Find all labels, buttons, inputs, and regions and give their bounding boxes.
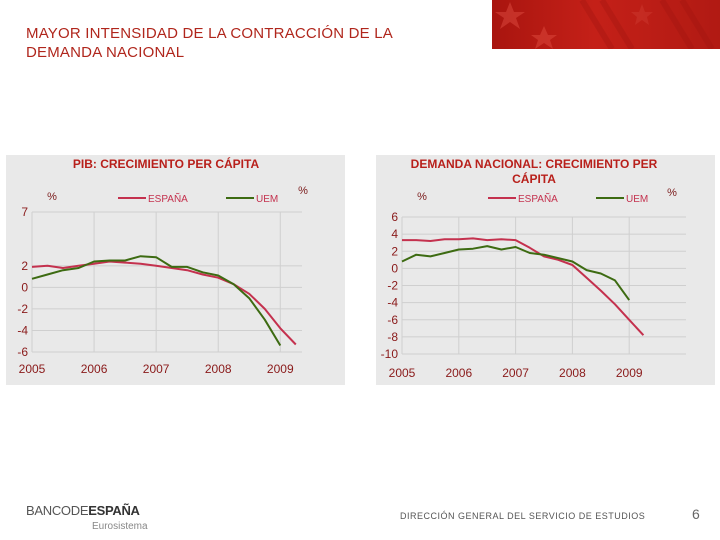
footer-department: DIRECCIÓN GENERAL DEL SERVICIO DE ESTUDI… <box>400 511 646 521</box>
chart-demanda: DEMANDA NACIONAL: CRECIMIENTO PERCÁPITA%… <box>381 157 686 380</box>
y-tick-label: -4 <box>17 323 28 337</box>
y-tick-label: 7 <box>21 205 28 219</box>
series-line-espana <box>402 237 645 336</box>
banco-de-espana-logo: BANCODEESPAÑA <box>26 503 140 518</box>
x-tick-label: 2009 <box>267 362 294 376</box>
y-tick-label: -6 <box>17 345 28 359</box>
y-axis-unit-label: % <box>47 191 57 203</box>
x-tick-label: 2008 <box>205 362 232 376</box>
x-tick-label: 2006 <box>445 366 472 380</box>
chart-title-line: CÁPITA <box>512 171 556 186</box>
legend-label: ESPAÑA <box>518 192 558 205</box>
y-tick-label: 2 <box>391 244 398 258</box>
chart-pib: PIB: CRECIMIENTO PER CÁPITA% % ESPAÑA UEM 7 2… <box>17 156 308 376</box>
slide-title: MAYOR INTENSIDAD DE LA CONTRACCIÓN DE LA… <box>26 25 393 61</box>
star-pattern-icon <box>495 0 715 49</box>
chart-panel-pib: PIB: CRECIMIENTO PER CÁPITA%% ESPAÑA UEM 7 2… <box>6 155 345 385</box>
chart-panel-demanda: DEMANDA NACIONAL: CRECIMIENTO PER CÁPITA%… <box>376 155 715 385</box>
chart-title-line: DEMANDA NACIONAL: CRECIMIENTO PER <box>411 157 658 171</box>
x-tick-label: 2007 <box>502 366 529 380</box>
series-line-espana <box>31 260 297 346</box>
y-tick-label: -4 <box>387 296 398 310</box>
y-tick-label: 2 <box>21 259 28 273</box>
page-number: 6 <box>692 506 700 522</box>
x-tick-label: 2007 <box>143 362 170 376</box>
y-tick-label: -2 <box>387 279 398 293</box>
y-tick-label: 6 <box>391 210 398 224</box>
logo-text-part2: ESPAÑA <box>88 503 140 518</box>
x-tick-label: 2005 <box>19 362 46 376</box>
series-line-uem <box>31 255 282 347</box>
legend-label: ESPAÑA <box>148 192 188 205</box>
logo-subtitle: Eurosistema <box>92 521 148 532</box>
legend-label: UEM <box>256 194 278 205</box>
series-line-uem <box>401 245 631 301</box>
y-tick-label: -6 <box>387 313 398 327</box>
y-axis-unit-label-right: % <box>667 187 677 199</box>
chart-title-line: PIB: CRECIMIENTO PER CÁPITA <box>73 156 260 171</box>
y-tick-label: 4 <box>391 227 398 241</box>
y-axis-unit-label-right: % <box>298 185 308 197</box>
y-tick-label: -10 <box>381 347 399 361</box>
y-axis-unit-label: % <box>417 191 427 203</box>
x-tick-label: 2005 <box>389 366 416 380</box>
x-tick-label: 2009 <box>616 366 643 380</box>
logo-text-part1: BANCODE <box>26 503 89 518</box>
y-tick-label: -8 <box>387 330 398 344</box>
legend-label: UEM <box>626 194 648 205</box>
y-tick-label: 0 <box>391 261 398 275</box>
y-tick-label: -2 <box>17 302 28 316</box>
header-banner <box>492 0 720 49</box>
x-tick-label: 2006 <box>81 362 108 376</box>
x-tick-label: 2008 <box>559 366 586 380</box>
y-tick-label: 0 <box>21 280 28 294</box>
